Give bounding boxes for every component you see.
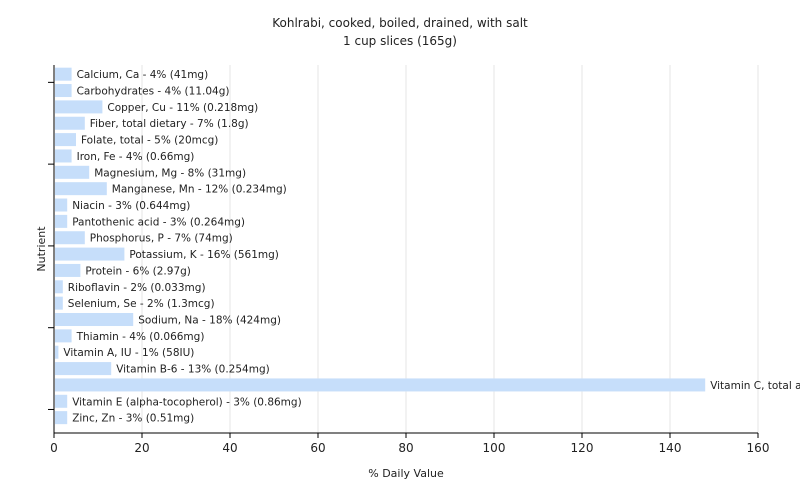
- bar: [55, 280, 63, 294]
- x-tick-label: 100: [483, 441, 506, 455]
- bar: [55, 247, 125, 261]
- x-tick-label: 120: [571, 441, 594, 455]
- bar-label: Vitamin A, IU - 1% (58IU): [63, 347, 194, 359]
- bar-label: Copper, Cu - 11% (0.218mg): [107, 102, 258, 114]
- bar-label: Vitamin C, total ascorbic acid - 148% (8…: [710, 380, 800, 392]
- bar: [55, 165, 90, 179]
- bar: [55, 362, 112, 376]
- chart-subtitle: 1 cup slices (165g): [343, 34, 457, 48]
- x-tick-label: 0: [50, 441, 58, 455]
- bar-label: Potassium, K - 16% (561mg): [129, 249, 279, 261]
- bar-label: Magnesium, Mg - 8% (31mg): [94, 167, 246, 179]
- bar-label: Manganese, Mn - 12% (0.234mg): [112, 184, 287, 196]
- x-tick-label: 40: [222, 441, 237, 455]
- bar: [55, 394, 68, 408]
- bar: [55, 378, 706, 392]
- bar: [55, 182, 107, 196]
- x-tick-label: 80: [398, 441, 413, 455]
- x-tick-label: 140: [659, 441, 682, 455]
- bar: [55, 149, 72, 163]
- x-tick-label: 160: [747, 441, 770, 455]
- bar-label: Vitamin B-6 - 13% (0.254mg): [116, 364, 270, 376]
- bar-label: Zinc, Zn - 3% (0.51mg): [72, 413, 194, 425]
- bar: [55, 329, 72, 343]
- bars: Calcium, Ca - 4% (41mg) Carbohydrates - 4…: [55, 67, 800, 425]
- bar: [55, 84, 72, 98]
- bar-label: Thiamin - 4% (0.066mg): [76, 331, 205, 343]
- bar: [55, 296, 63, 310]
- x-tick-label: 20: [134, 441, 149, 455]
- axes: 0 20 40 60 80 100 120 140 160: [48, 65, 769, 455]
- bar: [55, 198, 68, 212]
- x-axis-title: % Daily Value: [368, 467, 444, 480]
- bar: [55, 100, 103, 114]
- bar-label: Fiber, total dietary - 7% (1.8g): [90, 118, 249, 130]
- bar-label: Niacin - 3% (0.644mg): [72, 200, 190, 212]
- grid-lines: [141, 65, 759, 433]
- bar-label: Phosphorus, P - 7% (74mg): [90, 233, 233, 245]
- bar: [55, 231, 85, 245]
- bar: [55, 214, 68, 228]
- bar: [55, 411, 68, 425]
- bar: [55, 263, 81, 277]
- bar-label: Protein - 6% (2.97g): [85, 265, 191, 277]
- bar-label: Carbohydrates - 4% (11.04g): [77, 86, 230, 98]
- x-tick-label: 60: [310, 441, 325, 455]
- bar: [55, 133, 76, 147]
- bar: [55, 67, 72, 81]
- chart-title: Kohlrabi, cooked, boiled, drained, with …: [272, 16, 528, 30]
- bar: [55, 345, 59, 359]
- bar-label: Sodium, Na - 18% (424mg): [138, 315, 281, 327]
- bar-label: Pantothenic acid - 3% (0.264mg): [72, 216, 245, 228]
- bar-label: Iron, Fe - 4% (0.66mg): [77, 151, 195, 163]
- y-axis-title: Nutrient: [35, 226, 48, 272]
- bar-label: Riboflavin - 2% (0.033mg): [68, 282, 206, 294]
- bar-label: Calcium, Ca - 4% (41mg): [77, 69, 209, 81]
- bar-label: Vitamin E (alpha-tocopherol) - 3% (0.86m…: [72, 396, 302, 408]
- bar-label: Folate, total - 5% (20mcg): [81, 135, 218, 147]
- bar: [55, 313, 134, 327]
- bar: [55, 116, 85, 130]
- bar-label: Selenium, Se - 2% (1.3mcg): [68, 298, 215, 310]
